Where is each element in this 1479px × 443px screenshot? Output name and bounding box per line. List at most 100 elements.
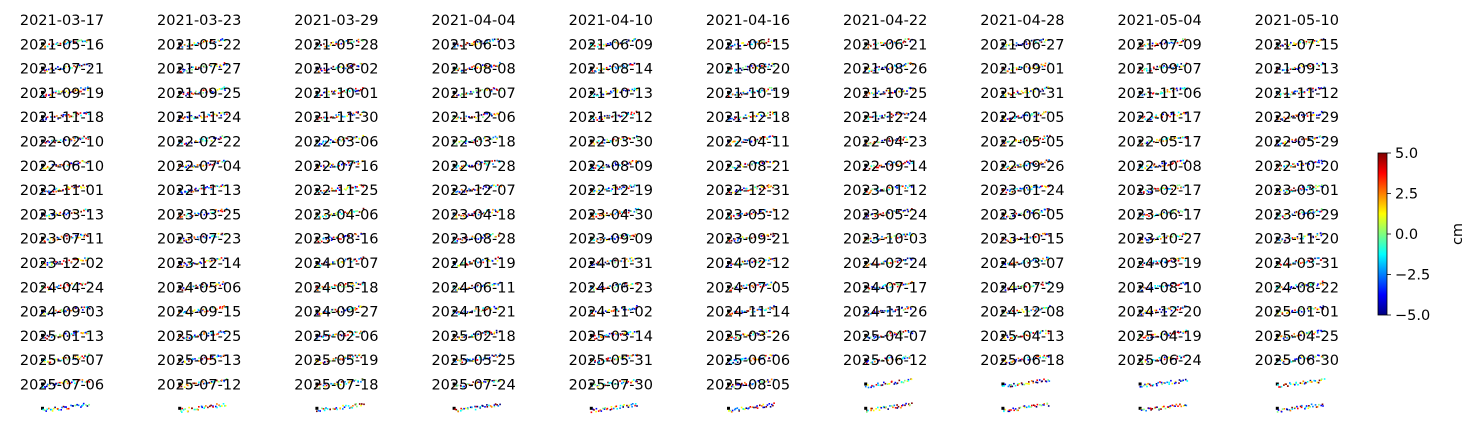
pixel-mark — [756, 187, 758, 190]
pixel-mark — [63, 138, 66, 141]
pixel-mark — [69, 286, 71, 288]
pixel-mark — [197, 67, 200, 70]
pixel-mark — [491, 38, 494, 41]
pixel-mark — [881, 310, 884, 312]
pixel-mark — [1299, 42, 1301, 44]
pixel-mark — [1180, 186, 1182, 189]
pixel-mark — [343, 333, 346, 335]
pixel-mark — [318, 313, 321, 315]
reference-point — [315, 66, 319, 70]
pixel-mark — [875, 189, 878, 192]
pixel-mark — [45, 141, 48, 143]
pixel-mark — [1287, 117, 1290, 119]
pixel-mark — [69, 357, 71, 360]
pixel-mark — [347, 161, 350, 164]
pixel-mark — [754, 164, 757, 167]
pixel-mark — [62, 115, 64, 118]
pixel-mark — [1306, 89, 1309, 91]
pixel-mark — [324, 45, 326, 48]
pixel-mark — [337, 92, 340, 95]
pixel-mark — [1309, 114, 1312, 117]
reference-point — [452, 163, 456, 167]
pixel-mark — [1289, 68, 1292, 70]
pixel-mark — [735, 116, 738, 118]
pixel-mark — [70, 309, 72, 312]
pixel-mark — [332, 236, 335, 239]
pixel-mark — [491, 138, 493, 141]
pixel-mark — [1020, 90, 1023, 93]
pixel-mark — [188, 337, 191, 339]
panel-date-label: 2021-06-27 — [980, 37, 1064, 53]
pixel-mark — [66, 237, 68, 240]
pixel-mark — [741, 236, 744, 238]
pixel-mark — [631, 160, 634, 162]
pixel-mark — [907, 113, 910, 115]
pixel-mark — [768, 161, 770, 163]
pixel-mark — [1312, 236, 1315, 239]
pixel-mark — [875, 261, 878, 263]
reference-point — [315, 236, 319, 240]
pixel-mark — [494, 236, 496, 238]
pixel-mark — [458, 192, 461, 194]
pixel-mark — [617, 237, 620, 239]
pixel-mark — [1166, 213, 1168, 215]
pixel-mark — [878, 213, 880, 216]
reference-point — [315, 309, 319, 313]
panel-date-label: 2022-03-30 — [569, 135, 653, 151]
pixel-mark — [1291, 336, 1294, 339]
panel: 2023-10-15 — [980, 232, 1065, 267]
pixel-mark — [482, 261, 485, 264]
pixel-mark — [215, 283, 218, 286]
pixel-mark — [900, 284, 903, 286]
pixel-mark — [499, 257, 502, 259]
pixel-mark — [360, 39, 363, 41]
pixel-mark — [598, 117, 601, 120]
reference-point — [452, 90, 456, 94]
pixel-mark — [473, 211, 476, 213]
pixel-mark — [1169, 115, 1171, 118]
pixel-mark — [634, 208, 637, 210]
pixel-mark — [1013, 215, 1015, 217]
reference-point — [1275, 285, 1279, 289]
pixel-mark — [461, 188, 463, 191]
pixel-mark — [469, 141, 472, 143]
panel-date-label: 2021-10-07 — [431, 86, 515, 102]
pixel-mark — [608, 214, 610, 217]
pixel-mark — [346, 308, 348, 310]
pixel-mark — [888, 92, 890, 94]
pixel-mark — [182, 287, 185, 289]
pixel-mark — [477, 284, 479, 287]
pixel-mark — [62, 189, 64, 192]
pixel-mark — [1040, 163, 1043, 166]
pixel-mark — [877, 187, 879, 190]
pixel-mark — [1148, 139, 1150, 142]
pixel-mark — [52, 139, 54, 142]
pixel-mark — [727, 312, 730, 315]
pixel-mark — [213, 41, 216, 43]
pixel-mark — [1160, 41, 1162, 44]
pixel-mark — [750, 140, 753, 143]
pixel-mark — [737, 288, 740, 291]
pixel-mark — [363, 330, 365, 333]
pixel-mark — [45, 190, 47, 193]
pixel-mark — [331, 335, 334, 337]
panel: 2024-03-31 — [1255, 256, 1339, 291]
pixel-mark — [1297, 286, 1299, 288]
panel-date-label: 2024-09-03 — [20, 305, 104, 321]
reference-point — [1275, 261, 1279, 264]
pixel-mark — [1319, 232, 1322, 234]
pixel-mark — [220, 112, 222, 114]
reference-point — [1138, 66, 1142, 70]
pixel-mark — [43, 286, 45, 289]
pixel-mark — [330, 239, 333, 241]
pixel-mark — [1145, 239, 1148, 241]
pixel-mark — [1146, 286, 1149, 289]
pixel-mark — [1314, 257, 1316, 260]
pixel-mark — [324, 91, 326, 94]
pixel-mark — [753, 64, 756, 67]
pixel-mark — [73, 332, 75, 334]
pixel-mark — [345, 164, 348, 166]
pixel-mark — [219, 136, 222, 138]
pixel-mark — [769, 161, 771, 163]
pixel-mark — [1290, 286, 1293, 288]
